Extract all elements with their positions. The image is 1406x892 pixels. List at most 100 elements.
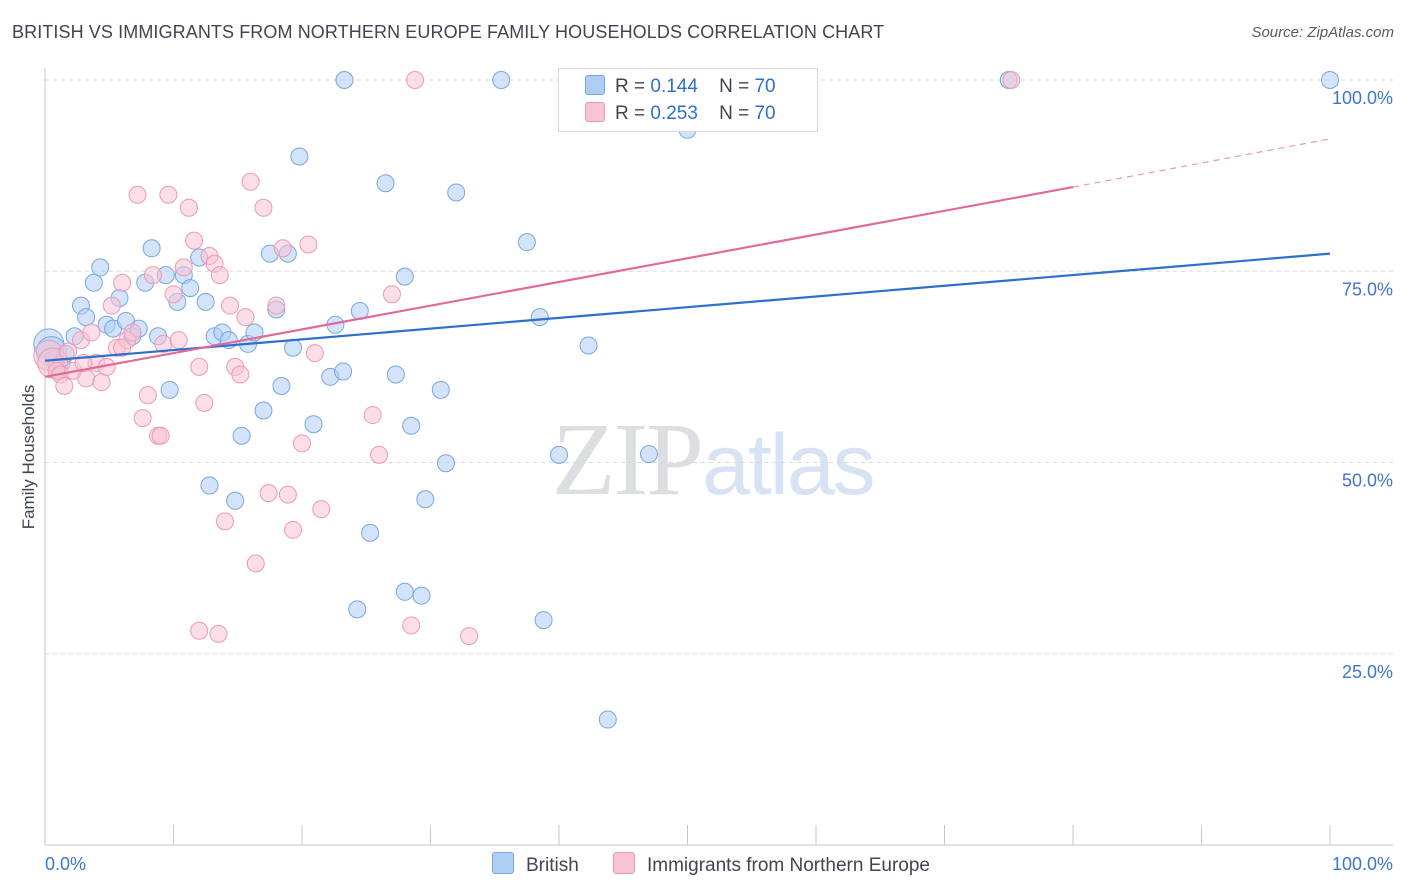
legend-row-british: R = 0.144 N = 70 — [585, 75, 776, 99]
immigrant-point — [254, 198, 273, 217]
british-point — [395, 582, 414, 601]
immigrant-point — [259, 484, 278, 503]
british-point — [304, 415, 323, 434]
british-point — [412, 586, 431, 605]
immigrant-point — [231, 365, 250, 384]
immigrant-point — [460, 627, 479, 646]
british-point — [91, 258, 110, 277]
british-point — [200, 476, 219, 495]
watermark-atlas: atlas — [702, 417, 876, 513]
immigrant-point — [113, 273, 132, 292]
british-point — [77, 308, 96, 327]
british-point — [447, 183, 466, 202]
british-r-value: 0.144 — [650, 76, 698, 97]
immigrants-trend-line — [44, 186, 1074, 378]
british-point — [517, 233, 536, 252]
british-swatch — [492, 852, 514, 874]
british-point — [530, 308, 549, 327]
immigrant-point — [406, 71, 425, 89]
legend-r-label: R = — [615, 103, 646, 124]
british-point — [598, 710, 617, 729]
british-point — [639, 445, 658, 464]
axis-layer — [44, 68, 1393, 846]
british-trend-line — [44, 252, 1331, 362]
british-point — [386, 365, 405, 384]
immigrant-point — [190, 621, 209, 640]
immigrant-point — [138, 386, 157, 405]
immigrant-point — [82, 323, 101, 342]
immigrant-point — [241, 172, 260, 191]
british-point — [1321, 71, 1339, 89]
immigrant-point — [164, 285, 183, 304]
chart-title: BRITISH VS IMMIGRANTS FROM NORTHERN EURO… — [12, 22, 885, 42]
british-point — [290, 147, 309, 166]
y-axis-title: Family Households — [19, 385, 38, 530]
british-point — [376, 174, 395, 193]
immigrant-point — [113, 338, 132, 357]
trend-layer — [44, 138, 1331, 378]
points-layer — [33, 71, 1339, 729]
y-tick-label: 75.0% — [1342, 279, 1393, 299]
immigrant-point — [151, 426, 170, 445]
immigrants-legend-label: Immigrants from Northern Europe — [647, 855, 930, 876]
y-tick-label: 25.0% — [1342, 662, 1393, 682]
y-tick-label: 50.0% — [1342, 471, 1393, 491]
immigrant-point — [221, 296, 240, 315]
immigrants-trend-extension — [1072, 138, 1331, 188]
immigrant-point — [402, 616, 421, 635]
immigrant-point — [174, 258, 193, 277]
british-legend-label: British — [526, 855, 579, 876]
immigrant-point — [215, 512, 234, 531]
immigrant-point — [210, 266, 229, 285]
british-point — [550, 445, 568, 464]
british-swatch — [585, 75, 605, 95]
british-point — [579, 336, 598, 355]
immigrant-point — [195, 393, 214, 412]
immigrant-point — [293, 434, 311, 453]
immigrant-point — [284, 520, 303, 539]
immigrant-point — [312, 500, 331, 519]
british-point — [284, 338, 303, 357]
british-point — [361, 523, 380, 542]
bottom-legend-british: British — [492, 852, 579, 878]
zipatlas-watermark: ZIPatlas — [552, 400, 876, 519]
british-point — [181, 279, 200, 298]
immigrant-point — [59, 342, 78, 361]
british-point — [348, 600, 367, 619]
immigrant-point — [179, 198, 198, 217]
immigrants-r-value: 0.253 — [650, 103, 698, 124]
immigrant-point — [267, 296, 286, 315]
legend-row-immigrants: R = 0.253 N = 70 — [585, 102, 776, 126]
watermark-zip: ZIP — [552, 402, 704, 517]
immigrant-point — [123, 323, 142, 342]
immigrant-point — [370, 445, 389, 464]
british-point — [436, 454, 455, 473]
british-point — [254, 401, 273, 420]
immigrant-point — [128, 185, 147, 204]
source-label: Source: ZipAtlas.com — [1251, 24, 1394, 41]
british-point — [402, 416, 421, 435]
british-point — [226, 491, 245, 510]
legend-n-label: N = — [719, 103, 750, 124]
label-layer: 25.0% 50.0% 75.0% 100.0% 0.0% 100.0% Family Ho… — [19, 88, 1393, 874]
british-point — [416, 490, 435, 509]
british-n-value: 70 — [754, 76, 776, 97]
immigrant-point — [159, 185, 178, 204]
immigrant-point — [305, 344, 324, 363]
immigrant-point — [92, 373, 111, 392]
immigrant-point — [236, 308, 255, 327]
immigrants-swatch — [585, 102, 605, 122]
immigrant-point — [246, 554, 265, 573]
british-point — [196, 292, 215, 311]
immigrants-n-value: 70 — [754, 103, 776, 124]
x-axis-max-label: 100.0% — [1332, 854, 1393, 874]
british-point — [492, 71, 511, 89]
british-point — [84, 273, 103, 292]
immigrants-swatch — [613, 852, 635, 874]
immigrant-point — [278, 485, 297, 504]
immigrant-point — [190, 357, 209, 376]
immigrant-point — [273, 239, 292, 258]
british-point — [395, 267, 414, 286]
british-point — [272, 377, 291, 395]
